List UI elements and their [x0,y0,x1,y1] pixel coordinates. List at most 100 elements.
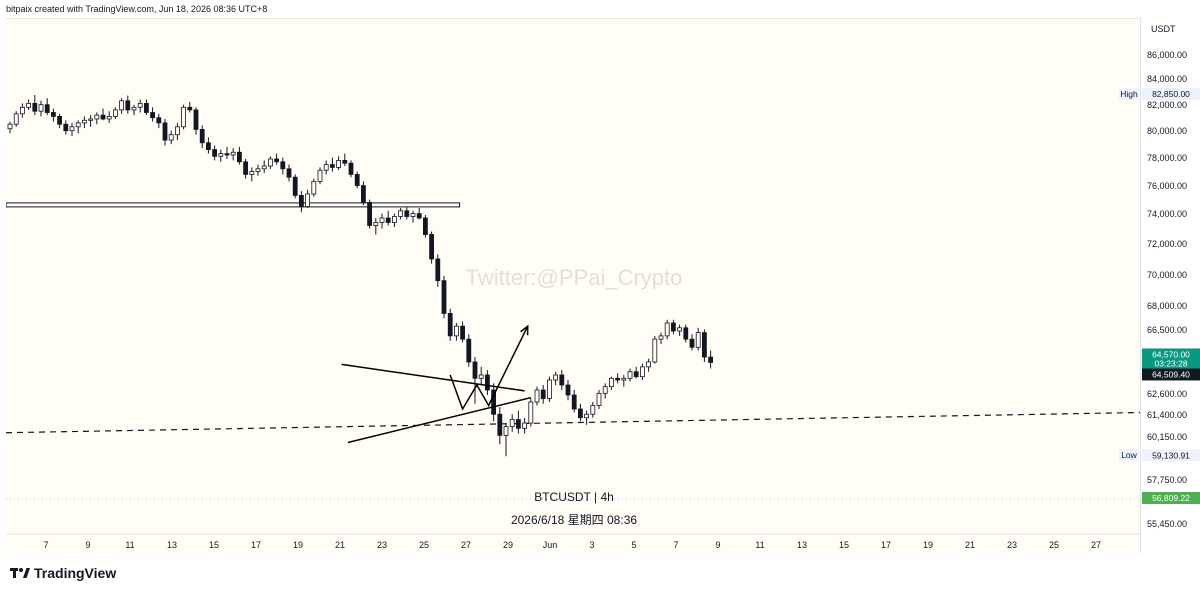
candle-up [119,100,124,111]
candle-up [658,335,664,340]
attribution-text: bitpaix created with TradingView.com, Ju… [6,4,268,14]
candle-up [453,325,459,337]
candle-up [94,114,100,120]
candle-up [113,109,118,117]
candle-down [422,217,428,235]
candle-down [286,168,292,178]
candle-up [509,419,515,427]
candle-up [230,151,236,156]
y-tick-label: 70,000.00 [1147,270,1187,280]
y-tick-label: 72,000.00 [1147,239,1187,249]
candle-down [63,123,69,132]
candle-up [218,153,224,157]
candle-up [168,134,174,141]
y-tick-label: 76,000.00 [1147,181,1187,191]
y-tick-label: 60,150.00 [1147,432,1187,442]
candle-down [125,100,131,111]
candle-up [677,327,682,332]
candle-up [336,159,342,168]
projection-zigzag-path[interactable] [449,325,529,411]
x-tick-label: 29 [503,540,513,550]
candle-down [367,201,373,226]
candle-down [162,122,168,141]
attribution-header: bitpaix created with TradingView.com, Ju… [0,0,1200,18]
x-tick-label: 17 [881,540,891,550]
candle-up [596,392,602,406]
candle-up [640,366,645,378]
dashed-trendline[interactable] [5,411,1141,434]
x-tick-label: 25 [1049,540,1059,550]
candle-down [360,185,366,203]
time-axis[interactable]: 7 9 11 13 15 17 19 21 23 25 27 29 Jun 3 5 7 9 11 13 15 17 19 2… [6,533,1140,550]
candle-down [559,374,565,386]
resistance-zone-rect[interactable] [5,202,461,208]
candle-down [416,213,422,219]
x-tick-label: 13 [167,540,177,550]
candle-up [398,210,404,217]
x-tick-label: 11 [755,540,764,550]
chart-area[interactable]: Twitter:@PPai_Crypto BTCUSDT | 4h 2026/6… [5,18,1141,554]
last-price-label: 64,509.40 [1142,368,1200,381]
candle-up [38,104,44,112]
tradingview-logo[interactable]: TradingView [10,565,116,581]
triangle-upper-line[interactable] [341,363,525,392]
x-tick-label: 19 [923,540,933,550]
candle-down [44,104,50,113]
candle-down [342,159,348,164]
candle-down [491,389,497,415]
candle-down [497,413,503,436]
candle-up [261,165,267,170]
y-tick-label: 55,450.00 [1147,519,1187,529]
candle-up [305,193,311,207]
triangle-lower-line[interactable] [347,396,531,444]
price-ticks: 86,000.00 84,000.00 82,000.00 80,000.00 78,0… [1147,50,1187,529]
candle-down [354,173,360,186]
symbol-overlay: BTCUSDT | 4h [534,490,614,504]
x-tick-label: 23 [1007,540,1017,550]
candle-down [51,112,56,117]
x-tick-label: 21 [965,540,975,550]
candle-up [391,216,397,223]
x-tick-label: 19 [293,540,303,550]
x-tick-label: 9 [715,540,720,550]
y-tick-label: 78,000.00 [1147,153,1187,163]
level-price-label-text: 56,809.22 [1152,493,1190,503]
candle-up [181,106,187,128]
candle-up [7,123,13,130]
candle-down [578,408,583,419]
price-chart[interactable]: Twitter:@PPai_Crypto BTCUSDT | 4h 2026/6… [5,19,1141,554]
annotation-layer[interactable] [5,202,1141,434]
high-tag: High [1119,87,1139,100]
candle-up [26,103,32,108]
candle-up [547,379,552,399]
candle-down [671,322,676,332]
candle-down [441,280,447,314]
candle-down [472,361,478,379]
candle-up [323,164,329,171]
price-axis-panel[interactable]: USDT 86,000.00 84,000.00 82,000.00 80,000.0… [1119,18,1200,553]
candle-up [410,213,416,217]
candle-up [267,158,273,167]
y-tick-label: 82,000.00 [1147,100,1187,110]
candle-up [311,180,317,195]
y-tick-label: 80,000.00 [1147,126,1187,136]
candle-down [515,419,521,429]
candle-down [615,377,620,381]
candle-up [174,126,180,136]
candle-down [571,394,577,410]
x-tick-label: 27 [1091,540,1101,550]
candle-up [88,118,93,121]
candle-up [373,222,379,226]
candle-down [702,332,707,358]
x-tick-label: 9 [85,540,90,550]
candle-up [664,322,670,337]
y-tick-label: 74,000.00 [1147,209,1187,219]
candle-up [249,171,255,175]
candle-up [627,371,633,379]
drawing-tools-layer[interactable] [341,324,531,444]
price-axis[interactable]: USDT 86,000.00 84,000.00 82,000.00 80,000.0… [1141,18,1200,553]
candle-down [329,164,335,168]
candle-up [584,413,589,419]
candle-up [534,389,540,403]
x-tick-label: Jun [543,540,558,550]
